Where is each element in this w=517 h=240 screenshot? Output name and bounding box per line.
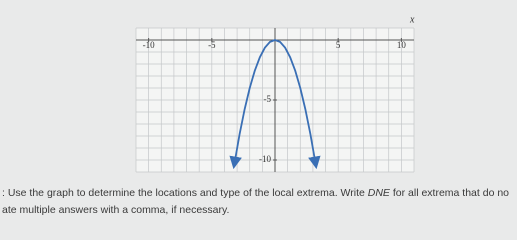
curve: [229, 39, 321, 170]
x-tick-label: 10: [397, 40, 407, 50]
plot: [229, 39, 321, 170]
instruction-text: : Use the graph to determine the locatio…: [2, 187, 368, 199]
y-tick-label: -10: [259, 154, 271, 164]
x-tick-label: -10: [143, 40, 155, 50]
x-tick-label: 5: [336, 40, 341, 50]
screen: x -10 -5 5 10 -5 -10 : Use the graph to determ…: [2, 14, 509, 216]
instruction-text: for all extrema that do no: [390, 187, 509, 199]
grid: x -10 -5 5 10 -5 -10: [135, 14, 415, 173]
instruction-line: ate multiple answers with a comma, if ne…: [2, 204, 229, 216]
instruction-line: : Use the graph to determine the locatio…: [2, 187, 509, 199]
x-axis-label: x: [409, 14, 415, 25]
y-tick-label: -5: [264, 94, 272, 104]
page: x -10 -5 5 10 -5 -10 : Use the graph to determ…: [2, 14, 510, 216]
instruction-emphasis: DNE: [368, 187, 391, 199]
x-tick-label: -5: [208, 40, 216, 50]
